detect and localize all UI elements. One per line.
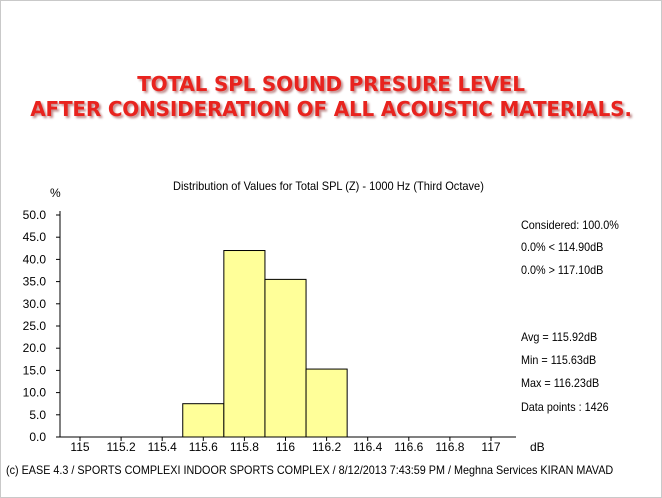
x-tick-label: 116.8 [435, 440, 464, 454]
stat-data-points: Data points : 1426 [521, 400, 609, 414]
y-tick-label: 35.0 [23, 275, 47, 289]
y-tick-label: 45.0 [23, 230, 47, 244]
y-tick-label: 40.0 [23, 252, 47, 266]
x-tick-label: 116 [276, 440, 295, 454]
stat-max: Max = 116.23dB [521, 376, 600, 390]
histogram-bar [223, 250, 266, 438]
y-axis-label: % [50, 186, 61, 200]
y-tick-label: 30.0 [23, 297, 47, 311]
y-tick-label: 50.0 [23, 208, 47, 222]
x-tick-label: 115 [70, 440, 89, 454]
y-tick-label: 20.0 [23, 341, 47, 355]
stat-considered: Considered: 100.0% [521, 218, 619, 232]
footer-credit: (c) EASE 4.3 / SPORTS COMPLEXI INDOOR SP… [6, 463, 614, 477]
x-tick-label: 117 [481, 440, 500, 454]
histogram-bar [264, 278, 307, 438]
chart-title: Distribution of Values for Total SPL (Z)… [173, 179, 484, 193]
title-line-2: AFTER CONSIDERATION OF ALL ACOUSTIC MATE… [30, 97, 632, 121]
x-tick-label: 115.4 [148, 440, 177, 454]
y-tick-label: 15.0 [23, 363, 47, 377]
y-tick-label: 25.0 [23, 319, 47, 333]
stat-below: 0.0% < 114.90dB [521, 240, 604, 254]
stat-above: 0.0% > 117.10dB [521, 263, 604, 277]
histogram-bar [305, 368, 348, 438]
x-tick-label: 116.4 [353, 440, 382, 454]
x-axis-label: dB [530, 440, 545, 454]
x-tick-label: 115.8 [230, 440, 259, 454]
stat-avg: Avg = 115.92dB [521, 330, 598, 344]
histogram-bar [182, 403, 225, 438]
title-line-1: TOTAL SPL SOUND PRESURE LEVEL [137, 72, 525, 96]
x-tick-label: 116.6 [394, 440, 423, 454]
x-tick-label: 115.2 [107, 440, 136, 454]
y-tick-label: 10.0 [23, 386, 47, 400]
x-tick-label: 116.2 [312, 440, 341, 454]
stat-min: Min = 115.63dB [521, 353, 597, 367]
slide-title: TOTAL SPL SOUND PRESURE LEVEL AFTER CONS… [0, 72, 662, 122]
x-tick-label: 115.6 [189, 440, 218, 454]
y-tick-label: 0.0 [29, 430, 46, 444]
y-tick-label: 5.0 [29, 408, 46, 422]
